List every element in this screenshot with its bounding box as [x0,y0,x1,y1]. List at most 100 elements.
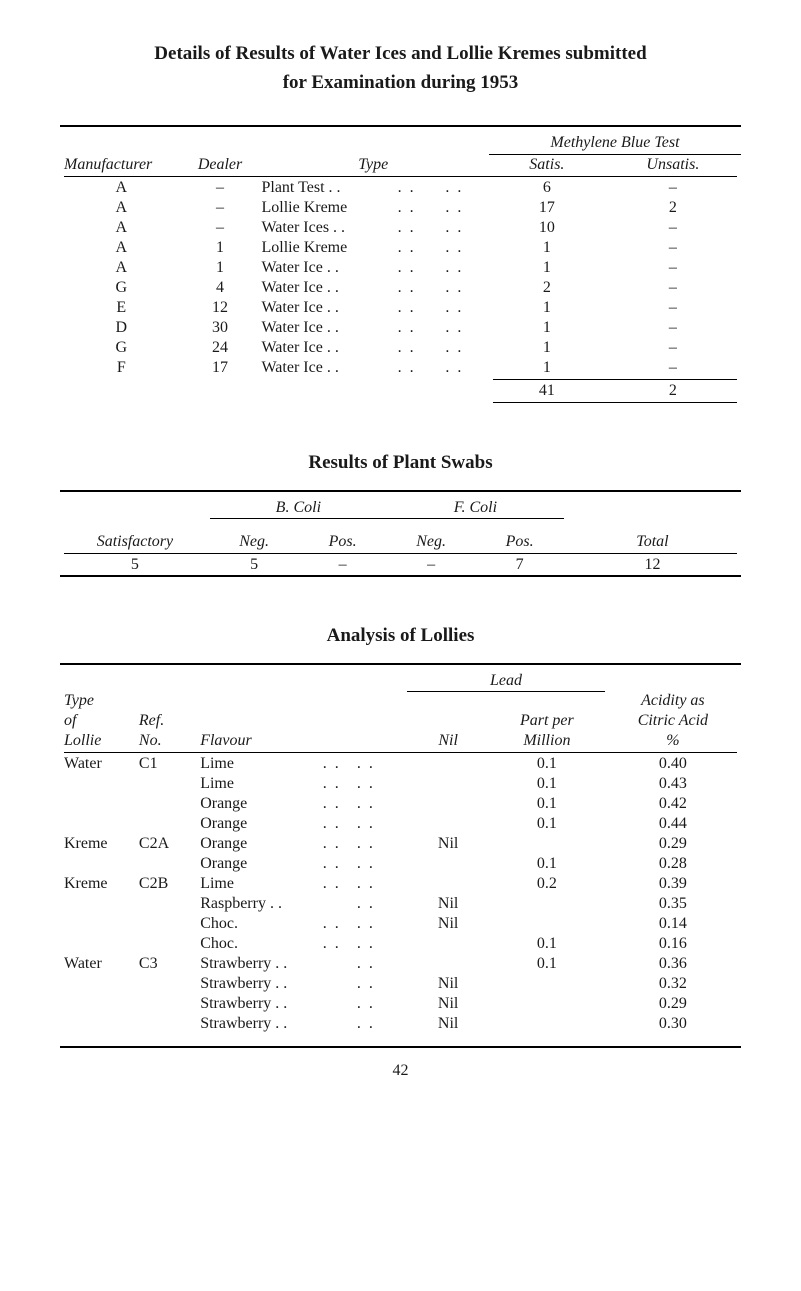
t1-dealer: 4 [183,278,258,298]
t3-ppm [489,894,605,914]
t3-type [60,814,135,834]
table2-bottom-rule [60,575,741,577]
t3-d1 [319,894,353,914]
table3-row: Strawberry . .. .Nil0.32 [60,974,741,994]
t3-flavour: Raspberry . . [196,894,319,914]
ppm-h1: Part per [489,711,605,731]
t3-flavour: Orange [196,854,319,874]
t1-unsatis: – [605,278,741,298]
fcoli-header: F. Coli [387,498,564,519]
t3-d2: . . [353,994,407,1014]
t1-dots1: . . [394,258,442,278]
flavour-h: Flavour [196,731,407,751]
t1-dots2: . . [441,318,489,338]
col-type: Type [257,155,489,176]
table1-total-rule [493,402,737,403]
table1-row: G4Water Ice . .. .. .2– [60,278,741,298]
t1-dots1: . . [394,218,442,238]
t1-unsatis: – [605,358,741,378]
page-number: 42 [60,1062,741,1080]
t3-acid: 0.32 [605,974,741,994]
t3-d2: . . [353,794,407,814]
t1-dots2: . . [441,278,489,298]
title-line-1: Details of Results of Water Ices and Lol… [154,43,646,64]
t3-type: Water [60,954,135,974]
t1-unsatis: – [605,178,741,198]
t1-type: Water Ice . . [257,318,393,338]
t3-d2: . . [353,974,407,994]
ices-table: Methylene Blue Test Manufacturer Dealer … [60,127,741,404]
t3-nil: Nil [407,994,489,1014]
table3-bottom-rule [60,1046,741,1048]
t1-dealer: 24 [183,338,258,358]
col-unsatis: Unsatis. [605,155,741,176]
t1-type: Water Ices . . [257,218,393,238]
t3-d1 [319,954,353,974]
t3-type [60,1014,135,1034]
t1-type: Water Ice . . [257,278,393,298]
t3-flavour: Orange [196,834,319,854]
t3-d1 [319,1014,353,1034]
col-satis: Satis. [489,155,605,176]
t3-d2: . . [353,914,407,934]
t1-satis: 2 [489,278,605,298]
t1-manufacturer: A [60,178,183,198]
t1-dealer: – [183,178,258,198]
t3-ppm: 0.1 [489,814,605,834]
t1-dealer: 1 [183,238,258,258]
t3-acid: 0.29 [605,834,741,854]
t1-manufacturer: F [60,358,183,378]
t3-nil [407,814,489,834]
t3-nil: Nil [407,914,489,934]
t3-d2: . . [353,874,407,894]
t3-flavour: Strawberry . . [196,994,319,1014]
t1-type: Lollie Kreme [257,198,393,218]
t3-nil [407,794,489,814]
t3-nil [407,754,489,774]
t1-manufacturer: G [60,278,183,298]
t3-ref: C3 [135,954,196,974]
table3-row: Lime. .. .0.10.43 [60,774,741,794]
bpos-header: Pos. [298,519,387,552]
t1-dots1: . . [394,338,442,358]
t3-ref: C2B [135,874,196,894]
type-h3: Lollie [60,731,135,751]
t3-ppm [489,834,605,854]
table1-header-rule [64,176,737,177]
t1-dots1: . . [394,358,442,378]
t1-satis: 10 [489,218,605,238]
t3-type: Kreme [60,874,135,894]
fneg-header: Neg. [387,519,476,552]
t3-type [60,934,135,954]
t1-type: Water Ice . . [257,298,393,318]
col-dealer: Dealer [183,155,258,176]
t3-flavour: Choc. [196,914,319,934]
t3-ppm: 0.1 [489,954,605,974]
t3-ref [135,994,196,1014]
t3-d1: . . [319,874,353,894]
t3-type [60,914,135,934]
t1-dealer: – [183,218,258,238]
t3-ppm: 0.1 [489,774,605,794]
section3-title: Analysis of Lollies [60,625,741,647]
t3-acid: 0.39 [605,874,741,894]
t3-d2: . . [353,834,407,854]
table1-row: E12Water Ice . .. .. .1– [60,298,741,318]
t3-flavour: Choc. [196,934,319,954]
t1-unsatis: 2 [605,198,741,218]
t1-dots2: . . [441,258,489,278]
table1-row: G24Water Ice . .. .. .1– [60,338,741,358]
total-header: Total [564,519,741,552]
t3-acid: 0.43 [605,774,741,794]
t3-type [60,794,135,814]
t1-type: Water Ice . . [257,258,393,278]
title-line-2: for Examination during 1953 [283,72,519,93]
t3-ppm [489,1014,605,1034]
t3-acid: 0.29 [605,994,741,1014]
t1-manufacturer: A [60,238,183,258]
t3-ref [135,774,196,794]
t1-dealer: 1 [183,258,258,278]
table3-row: WaterC1Lime. .. .0.10.40 [60,754,741,774]
t3-acid: 0.16 [605,934,741,954]
t1-dots2: . . [441,178,489,198]
